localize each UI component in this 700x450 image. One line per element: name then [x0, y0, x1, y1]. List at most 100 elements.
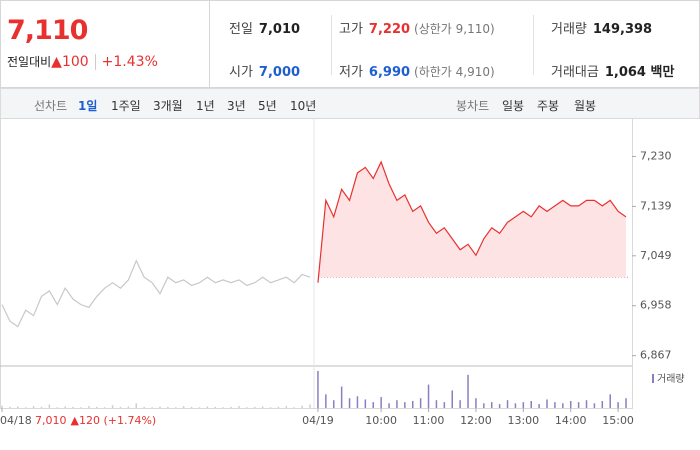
x-tick-label: 04/19 — [302, 414, 334, 427]
volume-bar — [625, 398, 627, 408]
volume-bar — [443, 402, 446, 408]
volume-bar — [159, 406, 161, 408]
volume-bar — [309, 404, 311, 408]
stat-value: 7,220 — [368, 22, 411, 37]
price-panel: 7,110 전일대비▲100 +1.43% — [1, 1, 210, 87]
volume-bar — [56, 407, 59, 408]
plot-frame — [0, 118, 633, 409]
y-tick-label: 7,139 — [640, 199, 672, 212]
volume-bar — [293, 407, 296, 408]
tab[interactable]: 월봉 — [574, 99, 597, 113]
stat: 고가 7,220 (상한가 9,110) — [339, 18, 495, 37]
volume-bar — [451, 390, 453, 408]
volume-bar — [182, 406, 185, 408]
change-amount: ▲100 — [51, 54, 89, 70]
y-tick-label: 7,230 — [640, 149, 672, 162]
area-fill — [317, 161, 626, 283]
volume-bar — [230, 406, 232, 408]
y-tick-label: 6,867 — [640, 349, 672, 362]
volume-bar — [411, 400, 414, 408]
volume-bar — [372, 402, 374, 408]
change-label: 전일대비 — [7, 55, 52, 69]
previous-change: ▲120 (+1.74%) — [71, 414, 157, 427]
volume-bar — [64, 406, 66, 408]
volume-bar — [498, 404, 501, 408]
stat-label: 시가 — [229, 65, 253, 80]
stat-label: 저가 — [339, 65, 363, 80]
current-price: 7,110 — [7, 15, 88, 46]
tab[interactable]: 3년 — [227, 99, 246, 113]
volume-bar — [427, 384, 430, 408]
x-tick-label: 12:00 — [460, 414, 492, 427]
previous-close: 7,010 — [35, 414, 67, 427]
volume-bar — [538, 404, 540, 408]
tab[interactable]: 1년 — [196, 99, 215, 113]
x-tick-label: 10:00 — [365, 414, 397, 427]
volume-bar — [17, 406, 19, 408]
stat-label: 고가 — [339, 22, 363, 37]
tab[interactable]: 10년 — [290, 99, 317, 113]
volume-bar — [103, 407, 106, 408]
volume-bar — [269, 407, 272, 408]
volume-bar — [467, 374, 469, 408]
volume-bar — [9, 406, 11, 408]
volume-bar — [569, 400, 572, 408]
tab[interactable]: 3개월 — [153, 99, 183, 113]
volume-bar — [483, 403, 485, 408]
volume-bar — [222, 407, 224, 408]
stat: 시가 7,000 — [229, 61, 300, 80]
x-tick-label: 14:00 — [555, 414, 587, 427]
volume-bar — [48, 404, 51, 408]
volume-bar — [396, 400, 398, 408]
tab[interactable]: 1일 — [78, 99, 98, 113]
volume-bar — [514, 403, 517, 408]
volume-bar — [380, 397, 382, 408]
volume-bar — [325, 394, 327, 408]
price-line — [1, 259, 311, 328]
volume-bar — [530, 400, 532, 408]
volume-bar — [96, 406, 98, 408]
volume-bar — [72, 406, 74, 408]
volume-bar — [246, 407, 248, 408]
stat-value: 7,010 — [258, 22, 301, 37]
volume-bar — [475, 398, 477, 408]
volume-bar — [1, 405, 3, 408]
stat-label: 거래대금 — [551, 65, 599, 80]
legend-label: 거래량 — [657, 373, 685, 385]
y-tick-label: 7,049 — [640, 249, 672, 262]
volume-bar — [364, 399, 367, 408]
volume-bar — [111, 405, 114, 408]
volume-bar — [332, 400, 335, 408]
volume-bar — [562, 403, 564, 408]
tab[interactable]: 1주일 — [111, 99, 141, 113]
tab[interactable]: 주봉 — [537, 99, 560, 113]
volume-bar — [277, 406, 280, 408]
stat: 거래량 149,398 — [551, 18, 652, 37]
volume-bar — [190, 406, 193, 408]
volume-bar — [317, 370, 319, 408]
volume-bar — [24, 407, 27, 408]
stat-note: (하한가 4,910) — [414, 65, 495, 79]
chart: 7,230 7,139 7,049 6,958 6,867 거래량 04/18 04/19 10… — [0, 118, 685, 427]
legend-swatch — [652, 374, 654, 383]
volume-bar — [143, 406, 145, 408]
volume-bar — [601, 400, 604, 408]
volume-bar — [490, 402, 493, 408]
stat-value: 149,398 — [592, 22, 653, 37]
stat: 거래대금 1,064 백만 — [551, 61, 674, 80]
tab[interactable]: 5년 — [258, 99, 277, 113]
volume-bar — [135, 403, 138, 408]
volume-bar — [175, 407, 177, 408]
volume-bar — [593, 403, 596, 408]
volume-bar — [506, 400, 509, 408]
volume-bar — [127, 406, 130, 408]
x-tick-label: 13:00 — [507, 414, 539, 427]
x-tick-label: 04/18 — [0, 414, 32, 427]
volume-bar — [435, 400, 438, 408]
tab[interactable]: 일봉 — [502, 99, 525, 113]
volume-bar — [167, 406, 169, 408]
stat-note: (상한가 9,110) — [414, 22, 495, 36]
volume-bar — [546, 399, 548, 408]
volume-bar — [404, 402, 406, 408]
